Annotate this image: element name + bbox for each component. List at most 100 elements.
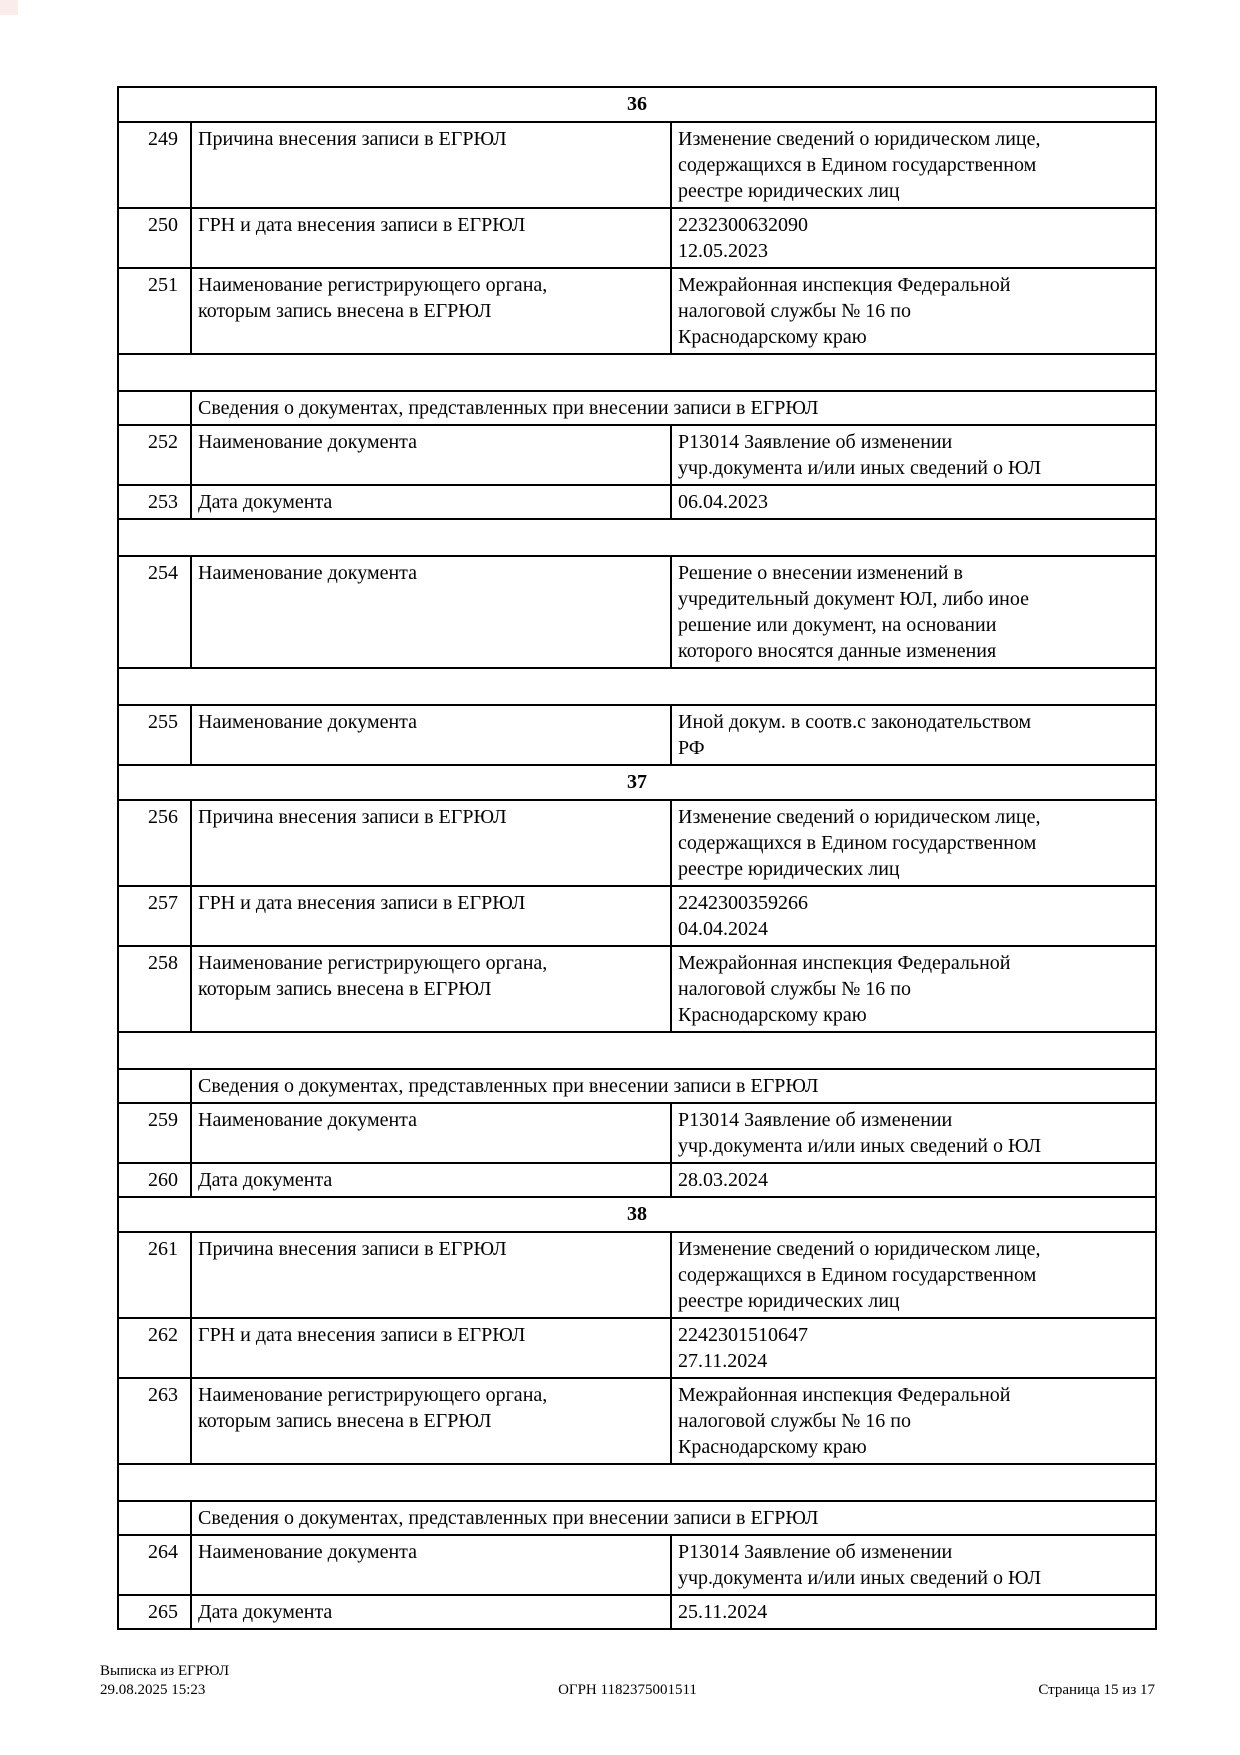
record-label: ГРН и дата внесения записи в ЕГРЮЛ: [190, 207, 672, 269]
record-row-251: 251 Наименование регистрирующего органа, …: [117, 267, 1158, 355]
subheader-label: Сведения о документах, представленных пр…: [189, 1500, 1158, 1536]
record-number: 257: [117, 885, 192, 947]
documents-subheader-row: Сведения о документах, представленных пр…: [117, 1500, 1158, 1536]
record-label: Наименование документа: [190, 704, 672, 766]
record-number: 252: [117, 424, 192, 486]
record-value: Р13014 Заявление об изменении учр.докуме…: [669, 1534, 1158, 1596]
spacer-row: [116, 1031, 1158, 1070]
spacer-row: [116, 1463, 1158, 1502]
record-row-253: 253 Дата документа 06.04.2023: [117, 484, 1158, 520]
record-value: Иной докум. в соотв.с законодательством …: [669, 704, 1158, 766]
record-number: 256: [117, 799, 192, 887]
spacer-cell: [116, 1463, 1158, 1502]
corner-artifact: [0, 0, 18, 15]
subheader-label: Сведения о документах, представленных пр…: [189, 390, 1158, 426]
record-label: Наименование регистрирующего органа, кот…: [190, 945, 672, 1033]
record-row-255: 255 Наименование документа Иной докум. в с…: [117, 704, 1158, 766]
spacer-row: [116, 353, 1158, 392]
record-label: Дата документа: [190, 484, 672, 520]
record-value: 06.04.2023: [669, 484, 1158, 520]
record-number: 263: [117, 1377, 192, 1465]
record-value: 25.11.2024: [669, 1594, 1158, 1630]
record-value: Р13014 Заявление об изменении учр.докуме…: [669, 1102, 1158, 1164]
spacer-cell: [116, 518, 1158, 557]
record-value: Межрайонная инспекция Федеральной налого…: [669, 1377, 1158, 1465]
record-row-264: 264 Наименование документа Р13014 Заявлени…: [117, 1534, 1158, 1596]
record-value: Р13014 Заявление об изменении учр.докуме…: [669, 424, 1158, 486]
subheader-empty-cell: [117, 1068, 192, 1104]
record-value: Изменение сведений о юридическом лице, с…: [669, 121, 1158, 209]
record-row-254: 254 Наименование документа Решение о внесе…: [117, 555, 1158, 669]
record-label: Дата документа: [190, 1594, 672, 1630]
record-row-259: 259 Наименование документа Р13014 Заявлени…: [117, 1102, 1158, 1164]
spacer-cell: [116, 353, 1158, 392]
record-label: Причина внесения записи в ЕГРЮЛ: [190, 121, 672, 209]
record-value: 2242300359266 04.04.2024: [669, 885, 1158, 947]
record-row-260: 260 Дата документа 28.03.2024: [117, 1162, 1158, 1198]
record-label: Наименование документа: [190, 555, 672, 669]
spacer-cell: [116, 667, 1158, 706]
record-number: 259: [117, 1102, 192, 1164]
record-value: Изменение сведений о юридическом лице, с…: [669, 1231, 1158, 1319]
record-row-258: 258 Наименование регистрирующего органа, …: [117, 945, 1158, 1033]
record-number: 260: [117, 1162, 192, 1198]
record-label: Причина внесения записи в ЕГРЮЛ: [190, 799, 672, 887]
subheader-empty-cell: [117, 390, 192, 426]
spacer-row: [116, 518, 1158, 557]
record-number: 261: [117, 1231, 192, 1319]
record-number: 253: [117, 484, 192, 520]
section-number: 37: [116, 764, 1158, 801]
record-row-257: 257 ГРН и дата внесения записи в ЕГРЮЛ 224…: [117, 885, 1158, 947]
record-row-261: 261 Причина внесения записи в ЕГРЮЛ Измене…: [117, 1231, 1158, 1319]
section-header-row: 36: [116, 86, 1158, 123]
record-label: Дата документа: [190, 1162, 672, 1198]
record-number: 249: [117, 121, 192, 209]
record-row-256: 256 Причина внесения записи в ЕГРЮЛ Измене…: [117, 799, 1158, 887]
record-number: 265: [117, 1594, 192, 1630]
record-row-252: 252 Наименование документа Р13014 Заявлени…: [117, 424, 1158, 486]
section-header-row: 37: [116, 764, 1158, 801]
record-value: Изменение сведений о юридическом лице, с…: [669, 799, 1158, 887]
record-number: 264: [117, 1534, 192, 1596]
record-value: Решение о внесении изменений в учредител…: [669, 555, 1158, 669]
record-label: Наименование документа: [190, 1102, 672, 1164]
record-label: ГРН и дата внесения записи в ЕГРЮЛ: [190, 885, 672, 947]
record-row-250: 250 ГРН и дата внесения записи в ЕГРЮЛ 223…: [117, 207, 1158, 269]
spacer-row: [116, 667, 1158, 706]
record-row-249: 249 Причина внесения записи в ЕГРЮЛ Измене…: [117, 121, 1158, 209]
record-value: 2242301510647 27.11.2024: [669, 1317, 1158, 1379]
record-number: 255: [117, 704, 192, 766]
section-number: 38: [116, 1196, 1158, 1233]
record-label: Причина внесения записи в ЕГРЮЛ: [190, 1231, 672, 1319]
page-footer: Выписка из ЕГРЮЛ 29.08.2025 15:23 ОГРН 1…: [100, 1662, 1155, 1700]
record-value: Межрайонная инспекция Федеральной налого…: [669, 267, 1158, 355]
subheader-label: Сведения о документах, представленных пр…: [189, 1068, 1158, 1104]
record-number: 251: [117, 267, 192, 355]
record-label: Наименование документа: [190, 1534, 672, 1596]
footer-ogrn: ОГРН 1182375001511: [558, 1682, 697, 1698]
record-label: Наименование документа: [190, 424, 672, 486]
record-label: Наименование регистрирующего органа, кот…: [190, 267, 672, 355]
record-number: 258: [117, 945, 192, 1033]
section-number: 36: [116, 86, 1158, 123]
record-label: Наименование регистрирующего органа, кот…: [190, 1377, 672, 1465]
subheader-empty-cell: [117, 1500, 192, 1536]
egrul-table-body: 36 249 Причина внесения записи в ЕГРЮЛ Изме…: [116, 86, 1158, 1630]
record-row-263: 263 Наименование регистрирующего органа, …: [117, 1377, 1158, 1465]
record-number: 250: [117, 207, 192, 269]
footer-page-info: Страница 15 из 17: [1038, 1682, 1155, 1698]
spacer-cell: [116, 1031, 1158, 1070]
footer-doc-title: Выписка из ЕГРЮЛ: [100, 1663, 229, 1679]
record-number: 254: [117, 555, 192, 669]
record-label: ГРН и дата внесения записи в ЕГРЮЛ: [190, 1317, 672, 1379]
egrul-records-table: 36 249 Причина внесения записи в ЕГРЮЛ Изме…: [116, 86, 1158, 1630]
record-row-262: 262 ГРН и дата внесения записи в ЕГРЮЛ 224…: [117, 1317, 1158, 1379]
record-row-265: 265 Дата документа 25.11.2024: [117, 1594, 1158, 1630]
section-header-row: 38: [116, 1196, 1158, 1233]
record-value: 2232300632090 12.05.2023: [669, 207, 1158, 269]
documents-subheader-row: Сведения о документах, представленных пр…: [117, 390, 1158, 426]
record-value: 28.03.2024: [669, 1162, 1158, 1198]
footer-left-block: Выписка из ЕГРЮЛ 29.08.2025 15:23: [100, 1662, 558, 1700]
documents-subheader-row: Сведения о документах, представленных пр…: [117, 1068, 1158, 1104]
record-number: 262: [117, 1317, 192, 1379]
